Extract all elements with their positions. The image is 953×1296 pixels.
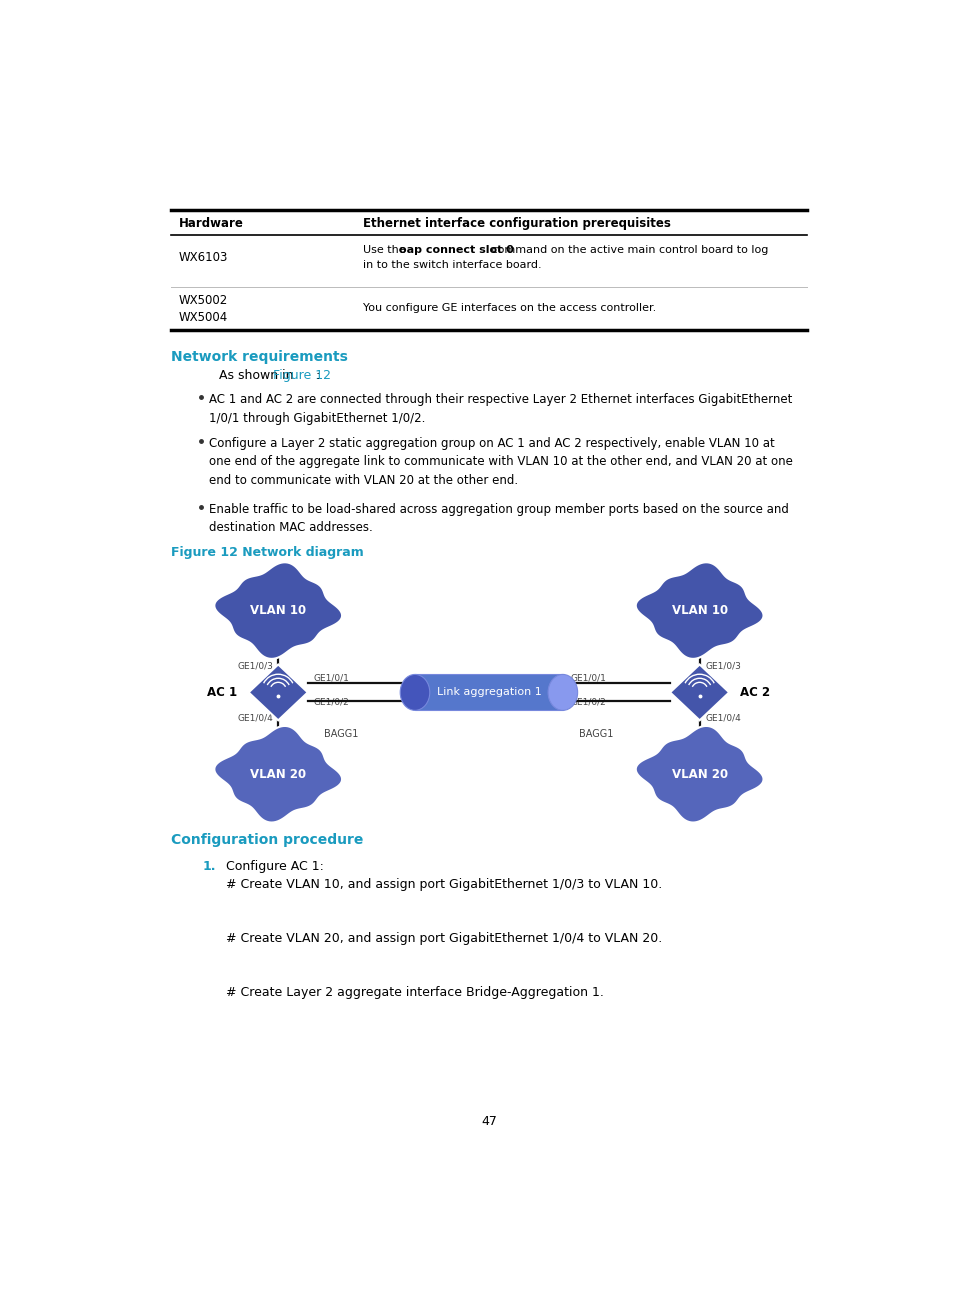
Text: WX5004: WX5004 [178, 311, 228, 324]
Text: :: : [315, 368, 320, 381]
Text: command on the active main control board to log: command on the active main control board… [488, 245, 767, 255]
Text: GE1/0/3: GE1/0/3 [705, 662, 740, 671]
Text: GE1/0/3: GE1/0/3 [237, 662, 274, 671]
Text: Enable traffic to be load-shared across aggregation group member ports based on : Enable traffic to be load-shared across … [210, 503, 788, 534]
Text: 1.: 1. [203, 861, 216, 874]
Text: # Create Layer 2 aggregate interface Bridge-Aggregation 1.: # Create Layer 2 aggregate interface Bri… [226, 986, 603, 999]
Ellipse shape [547, 674, 577, 710]
Text: AC 1: AC 1 [207, 686, 237, 699]
Text: VLAN 10: VLAN 10 [250, 604, 306, 617]
Text: AC 2: AC 2 [740, 686, 770, 699]
Text: BAGG1: BAGG1 [323, 730, 358, 739]
Polygon shape [249, 665, 308, 721]
Text: # Create VLAN 20, and assign port GigabitEthernet 1/0/4 to VLAN 20.: # Create VLAN 20, and assign port Gigabi… [226, 932, 662, 945]
Text: oap connect slot 0: oap connect slot 0 [398, 245, 514, 255]
Text: Configuration procedure: Configuration procedure [171, 833, 363, 848]
Ellipse shape [400, 674, 429, 710]
Text: Ethernet interface configuration prerequisites: Ethernet interface configuration prerequ… [363, 216, 670, 229]
Text: GE1/0/2: GE1/0/2 [314, 697, 349, 706]
Text: WX5002: WX5002 [178, 294, 228, 307]
Polygon shape [635, 562, 762, 658]
Text: VLAN 20: VLAN 20 [671, 767, 727, 780]
Text: in to the switch interface board.: in to the switch interface board. [363, 260, 541, 271]
Text: # Create VLAN 10, and assign port GigabitEthernet 1/0/3 to VLAN 10.: # Create VLAN 10, and assign port Gigabi… [226, 877, 662, 892]
Polygon shape [214, 562, 342, 658]
Text: GE1/0/4: GE1/0/4 [705, 714, 740, 723]
Text: AC 1 and AC 2 are connected through their respective Layer 2 Ethernet interfaces: AC 1 and AC 2 are connected through thei… [210, 393, 792, 425]
Text: GE1/0/1: GE1/0/1 [314, 674, 349, 683]
Text: Configure a Layer 2 static aggregation group on AC 1 and AC 2 respectively, enab: Configure a Layer 2 static aggregation g… [210, 437, 793, 487]
Text: VLAN 20: VLAN 20 [250, 767, 306, 780]
Text: Configure AC 1:: Configure AC 1: [226, 861, 324, 874]
Polygon shape [214, 726, 342, 823]
Text: WX6103: WX6103 [178, 251, 228, 264]
Text: You configure GE interfaces on the access controller.: You configure GE interfaces on the acces… [363, 303, 656, 314]
Text: Figure 12 Network diagram: Figure 12 Network diagram [171, 546, 363, 559]
Text: Hardware: Hardware [178, 216, 243, 229]
Text: GE1/0/2: GE1/0/2 [570, 697, 605, 706]
Polygon shape [669, 665, 728, 721]
Text: GE1/0/1: GE1/0/1 [570, 674, 605, 683]
Text: GE1/0/4: GE1/0/4 [237, 714, 273, 723]
Text: Network requirements: Network requirements [171, 350, 348, 364]
Text: Link aggregation 1: Link aggregation 1 [436, 687, 540, 697]
Text: VLAN 10: VLAN 10 [671, 604, 727, 617]
Polygon shape [415, 674, 562, 710]
Text: Figure 12: Figure 12 [273, 368, 331, 381]
Text: Use the: Use the [363, 245, 409, 255]
Text: BAGG1: BAGG1 [578, 730, 613, 739]
Text: 47: 47 [480, 1115, 497, 1128]
Text: As shown in: As shown in [219, 368, 297, 381]
Polygon shape [635, 726, 762, 823]
